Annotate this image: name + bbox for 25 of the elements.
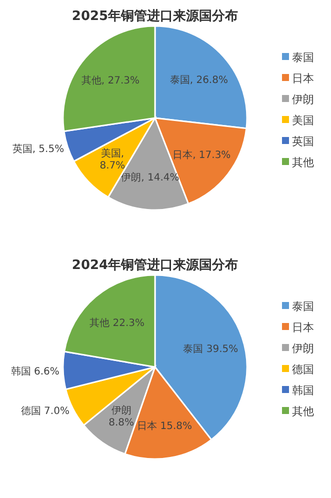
data-label: 其他 22.3% bbox=[90, 316, 145, 329]
chart-title: 2025年铜管进口来源国分布 bbox=[72, 9, 238, 24]
legend-label: 德国 bbox=[292, 363, 314, 376]
data-label: 美国, 8.7% bbox=[100, 148, 126, 172]
chart-title: 2024年铜管进口来源国分布 bbox=[72, 258, 238, 273]
legend-label: 英国 bbox=[292, 135, 314, 148]
legend-label: 其他 bbox=[292, 405, 314, 418]
legend-label: 其他 bbox=[292, 156, 314, 169]
data-label: 日本 15.8% bbox=[137, 420, 192, 432]
legend-label: 日本 bbox=[292, 321, 314, 334]
legend-label: 美国 bbox=[292, 114, 314, 127]
data-label: 韩国 6.6% bbox=[10, 366, 60, 378]
data-label: 泰国, 26.8% bbox=[170, 74, 228, 86]
legend-label: 泰国 bbox=[292, 300, 314, 313]
legend-label: 伊朗 bbox=[292, 342, 314, 355]
data-label: 英国, 5.5% bbox=[12, 142, 64, 155]
data-label: 其他, 27.3% bbox=[81, 74, 140, 86]
data-label: 德国 7.0% bbox=[20, 406, 70, 417]
legend-label: 韩国 bbox=[292, 384, 314, 397]
data-label: 日本, 17.3% bbox=[172, 148, 231, 161]
data-label: 泰国 39.5% bbox=[183, 344, 238, 355]
data-label: 伊朗 8.8% bbox=[108, 404, 134, 428]
legend-label: 泰国 bbox=[292, 51, 314, 64]
legend-label: 伊朗 bbox=[292, 93, 314, 106]
legend-label: 日本 bbox=[292, 72, 314, 85]
